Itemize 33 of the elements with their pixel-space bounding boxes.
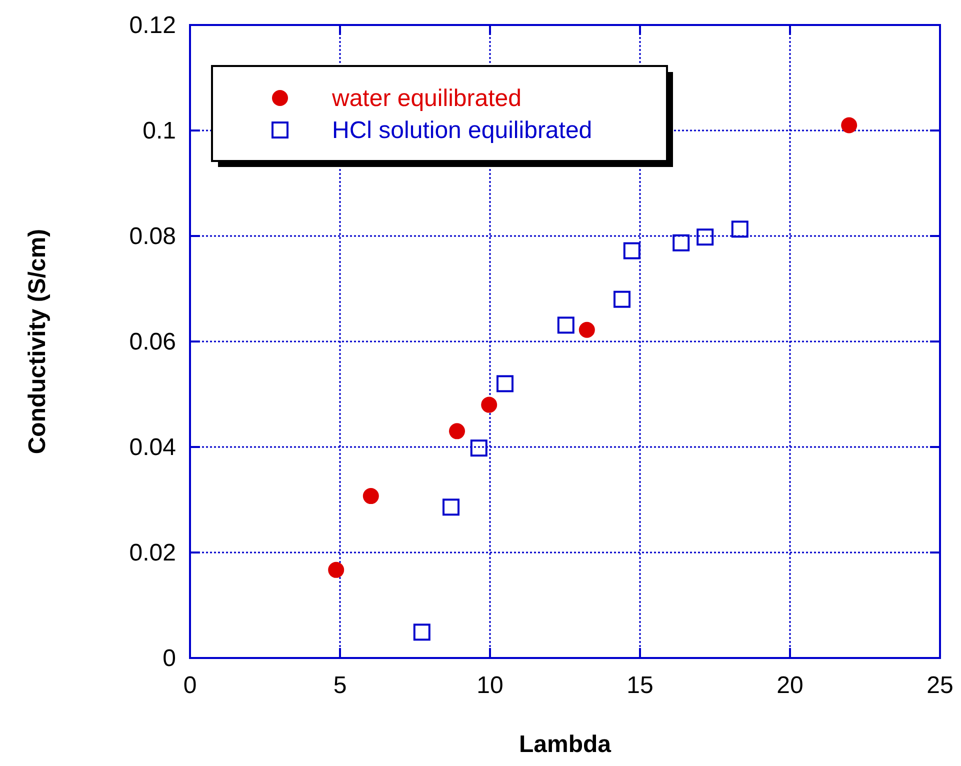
x-tick-label: 10	[476, 672, 504, 699]
y-tick-label: 0.04	[129, 434, 176, 461]
point	[614, 290, 630, 308]
point	[470, 440, 488, 457]
y-tick-label: 0	[162, 645, 176, 672]
point	[578, 322, 595, 338]
point	[442, 498, 460, 516]
y-tick-label: 0.12	[129, 12, 176, 39]
x-tick-label: 0	[183, 672, 197, 699]
point	[731, 220, 748, 238]
point	[557, 316, 574, 334]
point	[328, 562, 344, 578]
y-tick-label: 0.08	[129, 223, 176, 250]
point	[623, 242, 640, 260]
x-tick-label: 15	[626, 672, 654, 699]
y-tick-label: 0.1	[142, 118, 176, 144]
point	[362, 488, 379, 504]
point	[449, 423, 465, 440]
point	[696, 228, 714, 246]
y-tick-label: 0.02	[129, 540, 176, 566]
x-tick-label: 5	[333, 672, 347, 699]
legend-label: HCl solution equilibrated	[332, 117, 592, 144]
point	[413, 624, 430, 641]
x-axis-title: Lambda	[518, 731, 612, 758]
point	[496, 375, 514, 392]
y-axis-title: Conductivity (S/cm)	[24, 228, 51, 454]
legend-label: water equilibrated	[331, 85, 522, 112]
point	[481, 396, 498, 413]
point	[841, 117, 858, 134]
y-tick-label: 0.06	[129, 328, 176, 356]
point	[672, 234, 690, 252]
x-tick-label: 25	[926, 672, 954, 699]
x-tick-label: 20	[776, 672, 804, 699]
